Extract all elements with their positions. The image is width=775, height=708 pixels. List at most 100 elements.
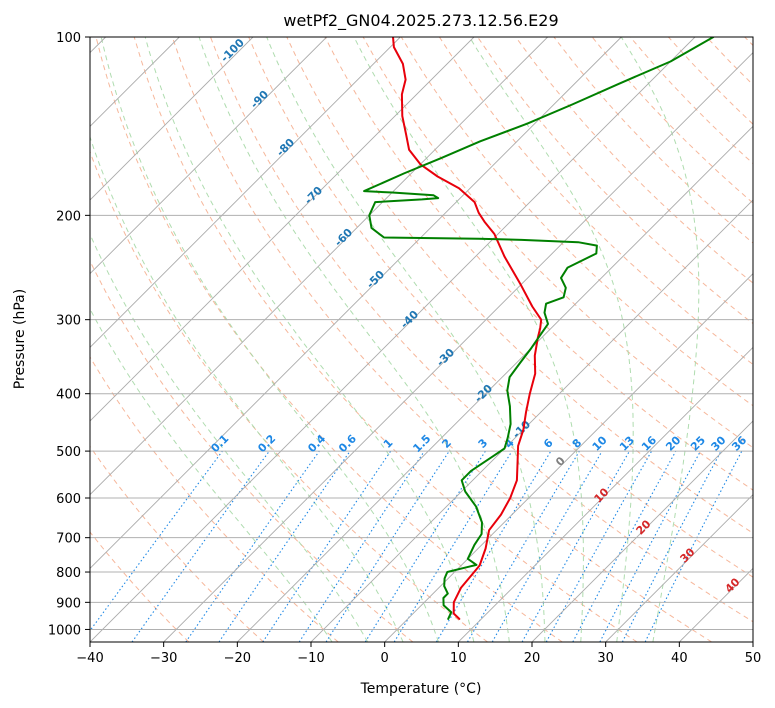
isotherm-label: 40 xyxy=(723,575,743,595)
dewpoint-profile-line xyxy=(363,37,715,620)
mixing-ratio-line xyxy=(572,450,677,642)
chart-title: wetPf2_GN04.2025.273.12.56.E29 xyxy=(283,11,558,31)
x-tick-label: 20 xyxy=(524,651,541,666)
isotherm-line xyxy=(605,494,753,642)
mixing-ratio-label: 10 xyxy=(590,433,610,453)
x-tick-label: −30 xyxy=(150,651,177,666)
isotherm-label: -70 xyxy=(302,184,325,207)
y-axis: 100 200 300 400 500 600 700 800 900 1000 xyxy=(48,31,90,638)
mixing-ratio-label: 36 xyxy=(729,433,749,453)
isotherm-line xyxy=(90,37,401,348)
mixing-ratio-label: 0.1 xyxy=(208,432,231,455)
isotherms xyxy=(90,37,753,642)
isotherm-label: -20 xyxy=(472,382,495,405)
moist-adiabat-line xyxy=(90,232,369,642)
dry-adiabat-line xyxy=(90,445,264,642)
isotherm-line xyxy=(384,273,753,642)
temperature-profile-line xyxy=(392,37,543,620)
isotherm-line xyxy=(90,37,327,275)
isotherm-line xyxy=(237,125,753,642)
y-tick-label: 800 xyxy=(56,566,81,581)
y-tick-label: 900 xyxy=(56,596,81,611)
isotherm-label: -80 xyxy=(274,136,297,159)
mixing-ratio-label: 0.6 xyxy=(336,432,359,455)
mixing-ratio-line xyxy=(545,450,653,642)
mixing-ratio-label: 16 xyxy=(639,433,659,453)
mixing-ratio-label: 6 xyxy=(541,436,556,451)
mixing-ratio-label: 2 xyxy=(439,436,454,451)
x-tick-label: 0 xyxy=(381,651,389,666)
isotherm-label: -90 xyxy=(248,88,271,111)
isotherm-label: 20 xyxy=(634,517,654,537)
dry-adiabat-line xyxy=(95,37,563,642)
mixing-ratio-line xyxy=(364,450,486,642)
dry-adiabat-line xyxy=(553,37,753,244)
isotherm-line xyxy=(531,420,753,642)
y-tick-label: 1000 xyxy=(48,623,81,638)
x-tick-label: −10 xyxy=(297,651,324,666)
mixing-ratio-line xyxy=(90,450,223,632)
y-axis-title: Pressure (hPa) xyxy=(12,289,28,389)
mixing-ratio-label: 3 xyxy=(476,436,491,451)
plot-frame xyxy=(89,36,754,643)
x-tick-label: 40 xyxy=(671,651,688,666)
dry-adiabat-line xyxy=(90,150,488,642)
mixing-ratio-line xyxy=(131,450,270,642)
isotherm-line xyxy=(90,37,475,422)
x-tick-label: −20 xyxy=(224,651,251,666)
moist-adiabat-line xyxy=(353,37,584,642)
isotherm-line xyxy=(310,199,753,642)
mixing-ratio-line xyxy=(644,450,743,642)
isotherm-line xyxy=(90,37,622,569)
mixing-ratio-label: 30 xyxy=(709,433,729,453)
isotherm-line xyxy=(458,346,753,642)
mixing-ratio-line xyxy=(262,450,392,642)
isotherm-label: 30 xyxy=(678,545,698,565)
x-tick-label: 10 xyxy=(450,651,467,666)
mixing-ratio-line xyxy=(393,450,513,642)
dry-adiabat-line xyxy=(515,37,753,284)
dry-adiabat-line xyxy=(744,37,753,47)
mixing-ratio-line xyxy=(298,450,425,642)
isotherm-label: -40 xyxy=(398,308,421,331)
mixing-ratio-label: 0.2 xyxy=(255,432,278,455)
isotherm-line xyxy=(90,37,548,496)
dry-adiabat-line xyxy=(90,531,190,642)
pressure-gridlines xyxy=(90,36,753,630)
mixing-ratio-label: 1 xyxy=(381,436,396,451)
isotherm-line xyxy=(752,641,753,642)
mixing-ratio-line xyxy=(325,450,450,642)
mixing-ratio-label: 1.5 xyxy=(410,432,433,455)
mixing-ratio-labels: 0.1 0.2 0.4 0.6 1 1.5 2 3 4 6 8 10 13 16 20 25 30 36 xyxy=(208,432,749,455)
moist-adiabat-line xyxy=(90,135,404,642)
x-tick-label: −40 xyxy=(76,651,103,666)
mixing-ratio-lines xyxy=(90,450,743,642)
moist-adiabats xyxy=(90,37,700,642)
isotherm-line xyxy=(90,37,254,201)
mixing-ratio-line xyxy=(599,450,701,642)
dry-adiabat-line xyxy=(400,37,753,407)
x-tick-label: 50 xyxy=(745,651,762,666)
moist-adiabat-line xyxy=(266,37,546,642)
dry-adiabat-line xyxy=(171,37,712,642)
x-axis-title: Temperature (°C) xyxy=(360,681,482,697)
mixing-ratio-line xyxy=(521,450,630,642)
moist-adiabat-line xyxy=(144,37,475,642)
moist-adiabat-line xyxy=(90,308,333,642)
dry-adiabat-line xyxy=(90,356,339,642)
dry-adiabat-line xyxy=(248,37,753,578)
dry-adiabat-line xyxy=(210,37,753,623)
isotherm-label: -100 xyxy=(218,36,247,65)
moist-adiabat-line xyxy=(620,37,700,642)
y-tick-label: 300 xyxy=(56,314,81,329)
y-tick-label: 200 xyxy=(56,209,81,224)
dry-adiabat-line xyxy=(90,259,414,642)
mixing-ratio-line xyxy=(185,450,320,642)
mixing-ratio-line xyxy=(218,450,351,642)
moist-adiabat-line xyxy=(469,37,634,642)
dry-adiabat-line xyxy=(133,37,638,642)
dry-adiabat-line xyxy=(706,37,753,86)
mixing-ratio-label: 20 xyxy=(663,433,683,453)
